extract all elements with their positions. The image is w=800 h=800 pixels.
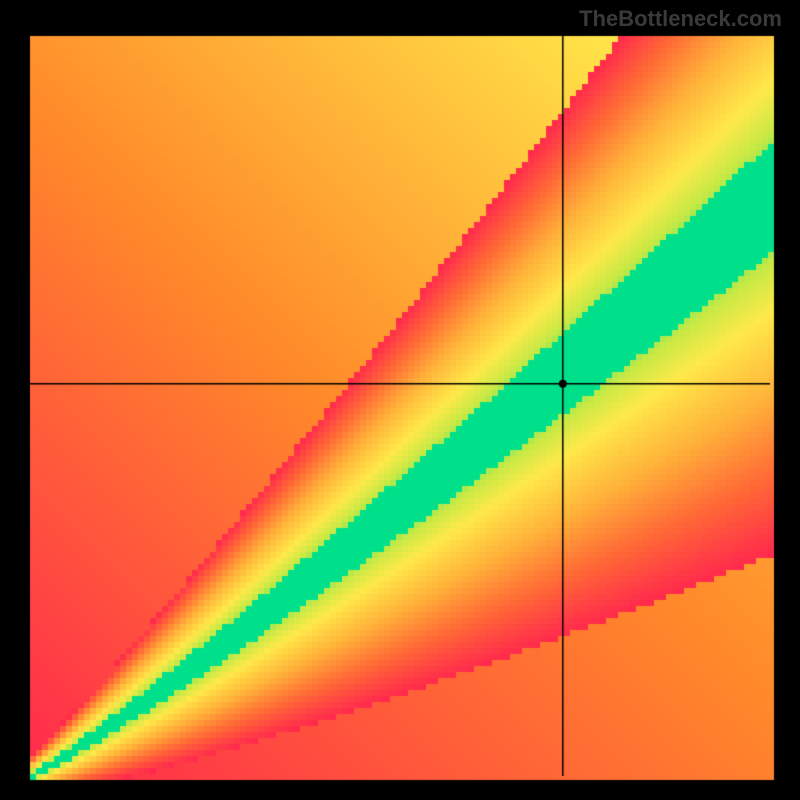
bottleneck-heatmap [0,0,800,800]
chart-container: { "meta": { "watermark_text": "TheBottle… [0,0,800,800]
watermark-text: TheBottleneck.com [579,6,782,32]
